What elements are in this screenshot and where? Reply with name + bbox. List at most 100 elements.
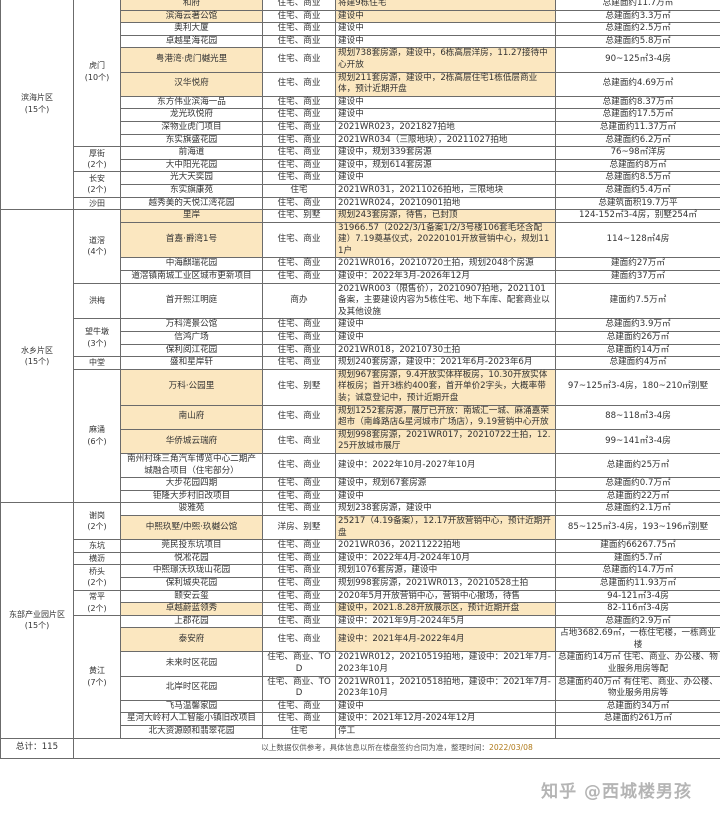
table-row: 大中阳光花园 住宅、商业 建设中，规划614套房源 总建面约8万㎡ — [1, 158, 720, 173]
town-cell: 道滘 (4个) — [73, 209, 121, 284]
project-name: 首开熙江明庭 — [120, 282, 263, 320]
project-area: 94-121㎡3-4房 — [555, 589, 720, 604]
table-row: 北大资源颐和翡翠花园 住宅 停工 — [1, 725, 720, 739]
town-cell: 横沥 — [73, 551, 121, 566]
project-type: 住宅、商业 — [262, 576, 336, 591]
project-name: 上郡花园 — [120, 614, 263, 629]
project-type: 住宅、商业 — [262, 551, 336, 566]
project-name: 保利城央花园 — [120, 576, 263, 591]
project-type: 住宅、商业 — [262, 257, 336, 272]
project-area: 总建面约22万㎡ — [555, 489, 720, 504]
table-row: 厚街 (2个) 前海道 住宅、商业 建设中，规划339套房源 76~98㎡洋房 — [1, 146, 720, 173]
project-status: 停工 — [335, 725, 556, 739]
project-area: 建面约7.5万㎡ — [555, 282, 720, 320]
project-name: 华侨城云瑞府 — [120, 428, 263, 454]
project-status: 建设中 — [335, 9, 556, 24]
project-type: 住宅、商业 — [262, 71, 336, 97]
project-status: 建设中，规划339套房源 — [335, 146, 556, 160]
town-cell: 麻涌 (6个) — [73, 368, 121, 504]
project-type: 住宅、商业 — [262, 9, 336, 24]
project-name: 中海麒瑞花园 — [120, 257, 263, 272]
town-cell: 黄江 (7个) — [73, 614, 121, 739]
table-row: 粤港湾·虎门樾光里 住宅、商业 规划738套房源，建设中，6栋高层洋房，11.27接… — [1, 47, 720, 73]
project-area: 占地3682.69㎡，一栋住宅楼，一栋商业楼 — [555, 627, 720, 653]
note-text: 以上数据仅供参考，具体信息以所在楼盘签约合同为准，整理时间： — [261, 743, 490, 753]
project-name: 未来时区花园 — [120, 651, 263, 677]
table-row: 横沥 悦凇花园 住宅、商业 建设中：2022年4月-2024年10月 建面约5.7㎡ — [1, 551, 720, 566]
project-status: 规划211套房源，建设中，2栋高层住宅1栋低层商业体，预计近期开盘 — [335, 71, 556, 97]
project-status: 2021WR012，20210519拍地，建设中：2021年7月-2023年10… — [335, 651, 556, 677]
project-name: 越秀美的天悦江湾花园 — [120, 196, 263, 211]
project-name: 光大天奕园 — [120, 171, 263, 185]
watermark: 知乎 @西城楼男孩 — [541, 782, 692, 802]
project-area: 88~118㎡3-4房 — [555, 404, 720, 430]
project-type: 住宅、商业 — [262, 120, 336, 135]
project-area: 总建面约261万㎡ — [555, 712, 720, 727]
town-cell: 东坑 — [73, 539, 121, 553]
project-type: 住宅、商业 — [262, 95, 336, 110]
table-row: 常平 (2个) 颐安云玺 住宅、商业 2020年5月开放营销中心，营销中心撤场，待售 9… — [1, 589, 720, 616]
project-status: 31966.57（2022/3/1备案1/2/3号楼106套毛坯含配建）7.19… — [335, 221, 556, 259]
project-type: 住宅、商业 — [262, 589, 336, 604]
town-cell: 长安 (2个) — [73, 171, 121, 198]
project-area: 总建面约2.1万㎡ — [555, 502, 720, 516]
project-status: 2021WR018，20210730土拍 — [335, 343, 556, 358]
town-cell: 沙田 — [73, 196, 121, 211]
project-area: 总建面约3.9万㎡ — [555, 318, 720, 333]
project-area: 总建面约14万㎡ — [555, 343, 720, 358]
table-row: 信鸿广场 住宅、商业 建设中 总建面约26万㎡ — [1, 331, 720, 345]
project-name: 信鸿广场 — [120, 331, 263, 345]
table-row: 滨海云著公馆 住宅、商业 建设中 总建面约3.3万㎡ — [1, 9, 720, 24]
project-name: 滨海云著公馆 — [120, 9, 263, 24]
project-area: 114~128㎡4房 — [555, 221, 720, 259]
town-cell: 望牛墩 (3个) — [73, 318, 121, 358]
project-status: 2020年5月开放营销中心，营销中心撤场，待售 — [335, 589, 556, 604]
project-status: 2021WR023，2021827拍地 — [335, 120, 556, 135]
project-type: 住宅、商业 — [262, 22, 336, 36]
table-row: 东部产业园片区 (15个) 谢岗 (2个) 骏雅苑 住宅、商业 规划238套房源，建设中… — [0, 502, 720, 739]
project-area: 总建面约2.5万㎡ — [555, 22, 720, 36]
project-status: 2021WR034（三限地块），20211027拍地 — [335, 133, 556, 148]
project-name: 卓越星海花园 — [120, 34, 263, 49]
table-row: 飞马温馨家园 住宅、商业 建设中 总建面约34万㎡ — [1, 699, 720, 714]
project-name: 悦凇花园 — [120, 551, 263, 566]
project-type: 住宅、商业 — [262, 539, 336, 553]
project-status: 规划1076套房源，建设中 — [335, 564, 556, 578]
project-area: 建面约66267.75㎡ — [555, 539, 720, 553]
table-row: 沙田 越秀美的天悦江湾花园 住宅、商业 2021WR024，20210901拍地 总建筑… — [1, 196, 720, 211]
project-status: 建设中 — [335, 318, 556, 333]
project-name: 莞民投东坑项目 — [120, 539, 263, 553]
project-status: 2021WR024，20210901拍地 — [335, 196, 556, 211]
project-area: 总建面约5.8万㎡ — [555, 34, 720, 49]
project-type: 住宅、商业 — [262, 712, 336, 727]
project-status: 规划238套房源，建设中 — [335, 502, 556, 516]
project-status: 建设中：2021年4月-2022年4月 — [335, 627, 556, 653]
project-area: 总建面约6.2万㎡ — [555, 133, 720, 148]
project-area: 总建面约0.7万㎡ — [555, 477, 720, 491]
total-count: 总计：115 — [0, 737, 74, 759]
project-status: 规划1252套房源，展厅已开放：南城汇一城、麻涌嘉荣超市（南峰路店&星河城市广场… — [335, 404, 556, 430]
project-name: 北岸时区花园 — [120, 675, 263, 701]
project-name: 盛和星岸轩 — [120, 356, 263, 370]
project-name: 中熙玖墅/中熙·玖樾公馆 — [120, 514, 263, 541]
table-row: 道滘镇南城工业区城市更新项目 住宅、商业 建设中：2022年3月-2026年12月建… — [1, 270, 720, 284]
project-type: 住宅、商业 — [262, 428, 336, 454]
project-name: 道滘镇南城工业区城市更新项目 — [120, 270, 263, 284]
project-type: 住宅、商业 — [262, 602, 336, 616]
table-row: 望牛墩 (3个) 万科湾景公馆 住宅、商业 建设中 总建面约3.9万㎡ — [1, 318, 720, 358]
project-type: 住宅、商业、TOD — [262, 675, 336, 701]
project-area: 总建面约11.37万㎡ — [555, 120, 720, 135]
table-row: 大步花园四期 住宅、商业 建设中，规划67套房源 总建面约0.7万㎡ — [1, 477, 720, 491]
project-area: 90~125㎡3-4房 — [555, 47, 720, 73]
project-status: 2021WR016，20210720土拍，规划2048个房源 — [335, 257, 556, 272]
project-status: 建设中：2022年10月-2027年10月 — [335, 452, 556, 479]
project-area: 总建面约11.93万㎡ — [555, 576, 720, 591]
project-status: 25217（4.19备案），12.17开放营销中心，预计近期开盘 — [335, 514, 556, 541]
footer-note: 以上数据仅供参考，具体信息以所在楼盘签约合同为准，整理时间：2022/03/08 — [73, 737, 720, 759]
town-cell: 常平 (2个) — [73, 589, 121, 616]
project-area: 总建面约8万㎡ — [555, 158, 720, 173]
project-type: 住宅、商业 — [262, 477, 336, 491]
project-type: 住宅、商业 — [262, 0, 336, 11]
project-name: 东方伟业滨海一品 — [120, 95, 263, 110]
table-row: 星河大岭村人工智能小镇旧改项目 住宅、商业 建设中：2021年12月-2024年12… — [1, 712, 720, 727]
